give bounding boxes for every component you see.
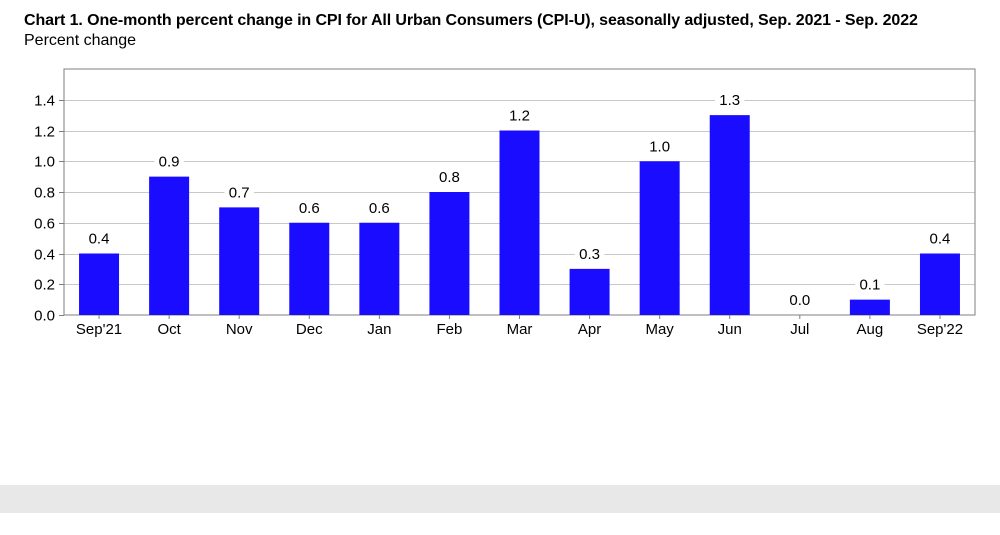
data-label-backing: [714, 92, 745, 110]
data-label-backing: [504, 107, 535, 125]
x-tick-label: Aug: [857, 321, 884, 338]
bar: [639, 161, 680, 315]
data-label-backing: [574, 245, 605, 263]
bar: [79, 253, 120, 315]
data-label: 0.4: [89, 231, 110, 248]
y-tick-label: 1.0: [34, 154, 55, 171]
data-label-backing: [644, 138, 675, 156]
x-tick-label: Sep'21: [76, 321, 122, 338]
x-tick-label: Mar: [507, 321, 533, 338]
data-label: 1.0: [649, 138, 670, 155]
x-tick-label: Oct: [157, 321, 181, 338]
y-tick-label: 0.6: [34, 216, 55, 233]
y-tick-label: 0.2: [34, 277, 55, 294]
y-tick-label: 0.8: [34, 185, 55, 202]
bar: [289, 222, 330, 315]
bar: [359, 222, 400, 315]
data-label: 0.7: [229, 184, 250, 201]
y-tick-label: 0.0: [34, 308, 55, 325]
bars: [79, 115, 960, 315]
bar: [709, 115, 750, 315]
data-label-backing: [84, 230, 114, 248]
data-label: 1.3: [719, 92, 740, 109]
x-tick-label: Feb: [436, 321, 462, 338]
x-tick-label: Dec: [296, 321, 323, 338]
x-tick-label: Apr: [578, 321, 601, 338]
data-label-backing: [294, 199, 325, 217]
bar: [149, 176, 190, 315]
bar: [499, 130, 540, 315]
data-label: 0.0: [789, 292, 810, 309]
bar: [429, 192, 470, 315]
x-tick-label: Jan: [367, 321, 391, 338]
data-label-backing: [224, 184, 254, 202]
data-label-backing: [154, 153, 184, 171]
x-tick-label: Sep'22: [917, 321, 963, 338]
data-label: 0.9: [159, 154, 180, 171]
data-label-backing: [434, 169, 465, 186]
data-label: 0.1: [859, 277, 880, 294]
x-tick-label: Jun: [718, 321, 742, 338]
data-label-backing: [785, 292, 815, 309]
data-label: 0.6: [299, 200, 320, 217]
x-tick-label: Jul: [790, 321, 809, 338]
footer-band: [0, 485, 1000, 513]
data-label: 0.8: [439, 169, 460, 186]
data-label-backing: [855, 276, 885, 294]
bar: [569, 268, 610, 315]
y-tick-label: 0.4: [34, 247, 55, 264]
x-tick-label: Nov: [226, 321, 253, 338]
bar: [849, 299, 890, 315]
y-axis-ticks: 0.0 0.2 0.4 0.6 0.8 1.0 1.2 1.4: [34, 93, 64, 325]
x-axis-ticks: Sep'21 Oct Nov Dec Jan Feb Mar Apr May Jun Jul Aug S…: [76, 315, 963, 338]
x-tick-label: May: [645, 321, 674, 338]
bar: [919, 253, 960, 315]
y-tick-label: 1.2: [34, 124, 55, 141]
chart-title: Chart 1. One-month percent change in CPI…: [24, 12, 918, 29]
data-label: 0.4: [930, 231, 951, 248]
data-label: 1.2: [509, 108, 530, 125]
data-label-backing: [925, 230, 955, 248]
y-tick-label: 1.4: [34, 93, 55, 110]
data-label: 0.3: [579, 246, 600, 263]
data-label: 0.6: [369, 200, 390, 217]
data-label-backing: [364, 199, 395, 217]
bar: [219, 207, 260, 315]
chart-subtitle: Percent change: [24, 32, 137, 49]
data-labels: 0.4 0.9 0.7 0.6 0.6 0.8 1.2 0.3 1.0 1.3 0.0 0.1 0.4: [84, 92, 955, 309]
